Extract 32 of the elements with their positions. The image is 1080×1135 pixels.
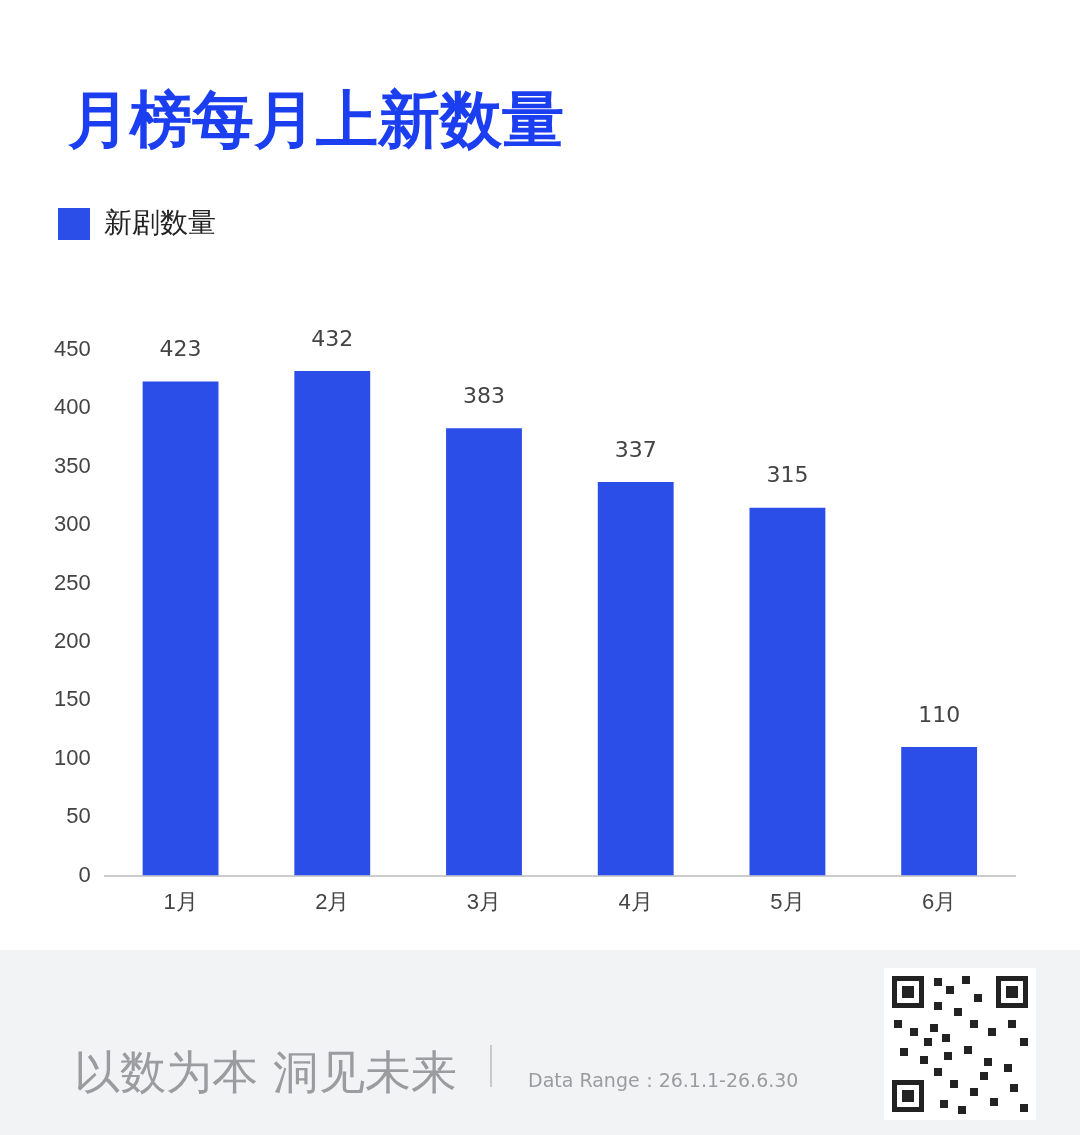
text: Data Range：26.1.1-26.6.30 [528,1068,799,1093]
bar [294,371,371,876]
y-tick-label: 200 [53,628,91,654]
bar [749,507,826,876]
x-tick-label: 5月 [770,888,805,914]
data-label: 315 [766,462,809,488]
y-tick-label: 350 [53,452,91,478]
y-tick-label: 450 [53,336,91,362]
y-tick-label: 0 [78,861,91,887]
bar [446,428,522,876]
y-tick-label: 100 [53,744,91,770]
chart-title: 月榜每月上新数量 [68,82,564,158]
y-tick-label: 150 [53,686,91,712]
bar [142,381,219,876]
data-label: 383 [463,382,505,408]
data-label: 423 [159,336,202,362]
legend-label: 新剧数量 [104,206,216,238]
x-tick-label: 4月 [618,888,653,914]
x-tick-label: 3月 [466,888,502,914]
y-tick-label: 300 [53,511,91,537]
bar [901,747,978,876]
x-tick-label: 2月 [315,888,350,914]
x-tick-label: 6月 [922,888,957,914]
y-tick-label: 400 [53,394,91,420]
x-tick-label: 1月 [163,888,198,914]
data-label: 110 [918,701,961,727]
y-tick-label: 50 [66,803,91,829]
data-label: 432 [311,325,354,351]
y-tick-label: 250 [53,569,91,595]
bar [597,481,674,876]
data-label: 337 [614,436,657,462]
text: 以数为本 洞见未来 [74,1044,457,1101]
